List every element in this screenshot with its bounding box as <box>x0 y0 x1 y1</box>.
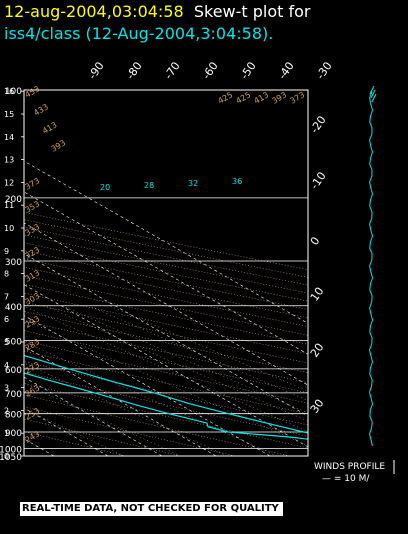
temperature-label-right: 10 <box>308 285 327 304</box>
pressure-label: 100 <box>5 87 22 97</box>
dewpoint-trace <box>24 372 308 440</box>
temperature-label-top: -80 <box>124 60 145 82</box>
temperature-label-top: -60 <box>200 60 221 82</box>
dry-adiabat <box>24 219 308 278</box>
height-label: 7 <box>4 292 9 301</box>
height-label: 6 <box>4 315 9 324</box>
pressure-label: 500 <box>5 338 22 348</box>
isotherm <box>24 160 308 324</box>
mixing-ratio-line <box>62 305 308 414</box>
isotherm <box>24 284 308 448</box>
dry-adiabat <box>24 340 308 404</box>
dry-adiabat <box>24 371 308 437</box>
title-timestamp: 12-aug-2004,03:04:58 <box>4 2 184 21</box>
isotherm <box>24 345 217 456</box>
theta-label: 373 <box>24 176 42 191</box>
theta-label: 433 <box>32 102 50 117</box>
theta-e-label: 413 <box>253 90 271 105</box>
height-label: 0 <box>4 452 9 461</box>
pressure-label: 300 <box>5 258 22 268</box>
winds-profile-label: WINDS PROFILE <box>314 462 386 472</box>
temperature-label-right: -20 <box>308 114 329 136</box>
mixing-ratio-line <box>24 305 308 432</box>
isotherm <box>24 253 308 417</box>
isotherm <box>24 315 271 456</box>
height-label: 16 <box>4 87 14 96</box>
theta-label: 413 <box>41 120 59 135</box>
temperature-label-right: 30 <box>308 397 327 416</box>
temperature-label-top: -50 <box>238 60 259 82</box>
temperature-label-top: -90 <box>86 60 107 82</box>
height-label: 5 <box>4 338 9 347</box>
dry-adiabat <box>24 330 308 394</box>
theta-label: 333 <box>24 222 42 237</box>
height-label: 13 <box>4 156 14 165</box>
chart-subtitle: iss4/class (12-Aug-2004,3:04:58). <box>4 24 274 43</box>
height-label: 8 <box>4 270 9 279</box>
theta-label: 293 <box>24 314 42 329</box>
mixing-ratio-line <box>24 362 228 456</box>
theta-label: 273 <box>24 360 42 375</box>
pressure-label: 700 <box>5 390 22 400</box>
temperature-label-top: -40 <box>276 60 297 82</box>
theta-label: 263 <box>24 383 42 398</box>
height-label: 3 <box>4 384 9 393</box>
isotherm <box>24 191 308 355</box>
pressure-label: 800 <box>5 411 22 421</box>
theta-label: 393 <box>49 138 67 153</box>
pressure-label: 1000 <box>0 445 22 455</box>
temperature-label-right: 0 <box>308 235 323 248</box>
theta-label: 453 <box>24 84 42 99</box>
pressure-label: 600 <box>5 366 22 376</box>
pressure-label: 1050 <box>0 453 22 463</box>
height-label: 9 <box>4 247 9 256</box>
theta-label: 253 <box>24 406 42 421</box>
mixing-ratio-line <box>109 305 308 392</box>
isotherm <box>24 376 163 456</box>
wind-profile-staff <box>368 91 374 447</box>
dry-adiabat <box>24 394 290 456</box>
mixing-ratio-line <box>24 383 181 456</box>
height-label: 14 <box>4 133 14 142</box>
temperature-trace <box>24 354 308 434</box>
pressure-label: 400 <box>5 303 22 313</box>
height-label: 2 <box>4 406 9 415</box>
pressure-label: 200 <box>5 195 22 205</box>
temperature-label-top: -70 <box>162 60 183 82</box>
plot-frame <box>23 89 309 457</box>
theta-label: 353 <box>24 199 42 214</box>
mixing-ratio-line <box>45 305 308 422</box>
winds-profile-scale: — = 10 M/ <box>322 474 370 484</box>
mixing-ratio-line <box>24 341 278 456</box>
chart-title: 12-aug-2004,03:04:58 Skew-t plot for <box>4 2 311 21</box>
temperature-label-right: -10 <box>308 170 329 192</box>
pressure-label: 900 <box>5 429 22 439</box>
theta-e-label: 393 <box>271 90 289 105</box>
height-label: 12 <box>4 178 14 187</box>
theta-e-label: 373 <box>289 90 307 105</box>
title-text: Skew-t plot for <box>193 2 311 21</box>
theta-label: 313 <box>24 268 42 283</box>
mixing-ratio-label: 28 <box>144 181 154 190</box>
temperature-label-right: 20 <box>308 341 327 360</box>
wind-barb <box>369 85 377 103</box>
temperature-label-top: -30 <box>314 60 335 82</box>
isotherm <box>24 222 308 386</box>
height-label: 4 <box>4 361 9 370</box>
theta-e-label: 425 <box>217 90 235 105</box>
height-label: 15 <box>4 110 14 119</box>
theta-label: 283 <box>24 337 42 352</box>
theta-e-label: 425 <box>235 90 253 105</box>
height-label: 10 <box>4 224 14 233</box>
dry-adiabat <box>24 212 308 270</box>
mixing-ratio-label: 36 <box>232 177 242 186</box>
height-label: 1 <box>4 429 9 438</box>
theta-label: 303 <box>24 291 42 306</box>
quality-disclaimer: REAL-TIME DATA, NOT CHECKED FOR QUALITY <box>20 502 283 516</box>
height-label: 11 <box>4 201 14 210</box>
mixing-ratio-label: 32 <box>188 179 198 188</box>
mixing-ratio-label: 20 <box>100 183 110 192</box>
